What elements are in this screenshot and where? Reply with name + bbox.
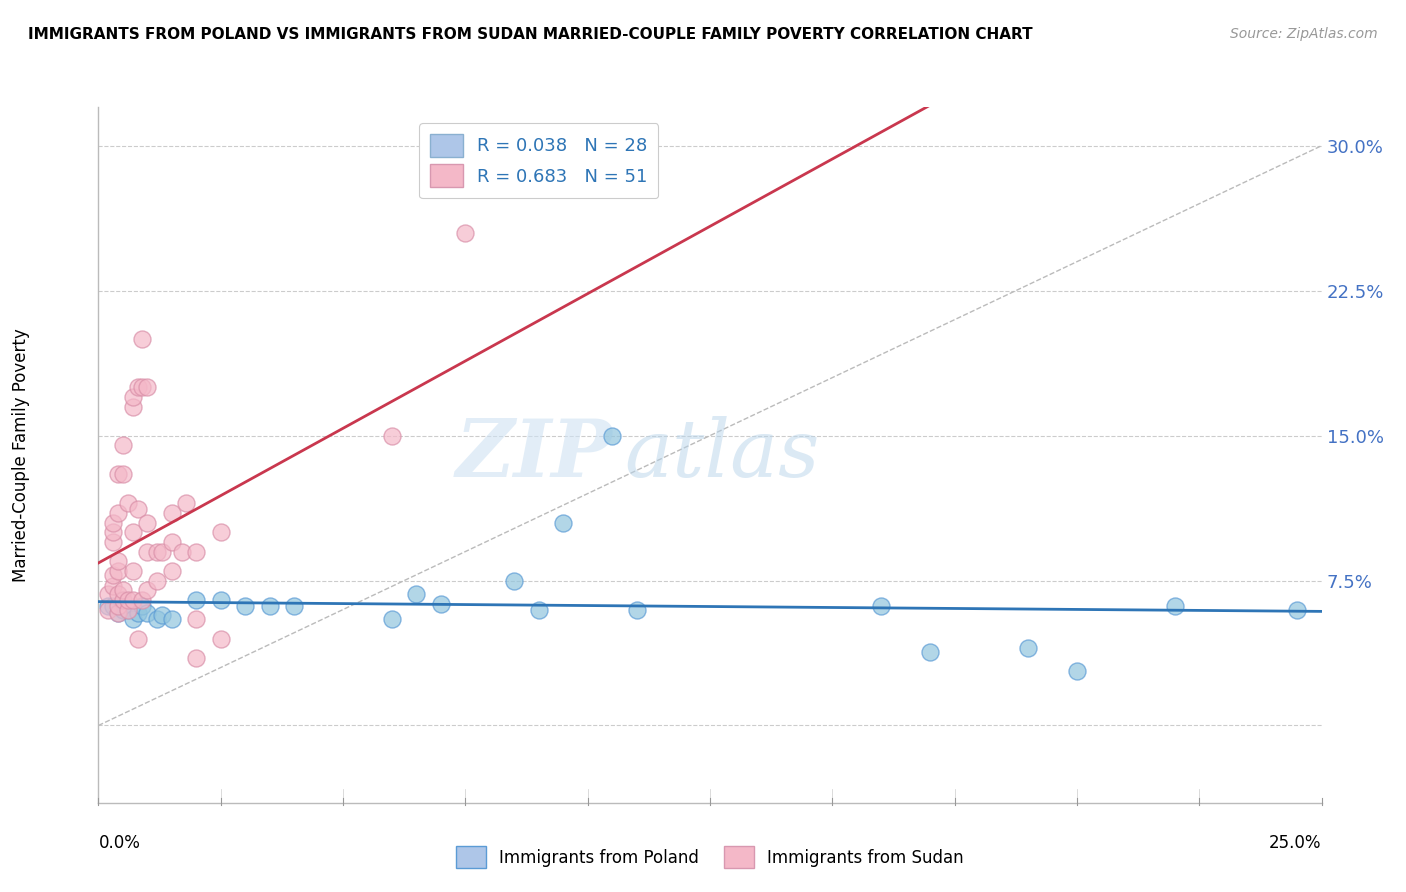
- Point: [136, 544, 159, 558]
- Point: [107, 564, 129, 578]
- Point: [146, 574, 169, 588]
- Point: [107, 554, 129, 568]
- Point: [503, 574, 526, 588]
- Text: Source: ZipAtlas.com: Source: ZipAtlas.com: [1230, 27, 1378, 41]
- Point: [121, 390, 143, 404]
- Point: [117, 592, 139, 607]
- Point: [111, 467, 134, 482]
- Point: [117, 602, 139, 616]
- Text: 25.0%: 25.0%: [1270, 834, 1322, 852]
- Point: [160, 534, 183, 549]
- Point: [626, 602, 648, 616]
- Point: [136, 516, 159, 530]
- Point: [209, 525, 232, 540]
- Point: [101, 516, 124, 530]
- Legend: Immigrants from Poland, Immigrants from Sudan: Immigrants from Poland, Immigrants from …: [450, 839, 970, 874]
- Point: [101, 534, 124, 549]
- Point: [101, 567, 124, 582]
- Point: [121, 400, 143, 414]
- Point: [186, 544, 208, 558]
- Text: ZIP: ZIP: [456, 417, 612, 493]
- Point: [101, 599, 124, 613]
- Point: [233, 599, 256, 613]
- Point: [101, 579, 124, 593]
- Point: [117, 602, 139, 616]
- Point: [131, 332, 153, 346]
- Point: [1286, 602, 1309, 616]
- Point: [111, 438, 134, 452]
- Point: [405, 587, 427, 601]
- Point: [127, 607, 149, 621]
- Point: [107, 607, 129, 621]
- Point: [209, 592, 232, 607]
- Point: [101, 525, 124, 540]
- Point: [127, 632, 149, 646]
- Point: [121, 525, 143, 540]
- Point: [160, 506, 183, 520]
- Point: [121, 592, 143, 607]
- Point: [160, 564, 183, 578]
- Point: [97, 587, 120, 601]
- Point: [381, 612, 404, 626]
- Point: [127, 380, 149, 394]
- Point: [146, 544, 169, 558]
- Point: [454, 226, 477, 240]
- Point: [170, 544, 193, 558]
- Point: [117, 496, 139, 510]
- Point: [107, 587, 129, 601]
- Point: [107, 506, 129, 520]
- Text: IMMIGRANTS FROM POLAND VS IMMIGRANTS FROM SUDAN MARRIED-COUPLE FAMILY POVERTY CO: IMMIGRANTS FROM POLAND VS IMMIGRANTS FRO…: [28, 27, 1033, 42]
- Point: [186, 592, 208, 607]
- Point: [150, 608, 173, 623]
- Point: [209, 632, 232, 646]
- Point: [131, 380, 153, 394]
- Text: atlas: atlas: [624, 417, 820, 493]
- Point: [107, 607, 129, 621]
- Point: [111, 583, 134, 598]
- Point: [160, 612, 183, 626]
- Point: [259, 599, 281, 613]
- Point: [283, 599, 305, 613]
- Point: [97, 599, 120, 613]
- Point: [186, 651, 208, 665]
- Point: [107, 599, 129, 613]
- Point: [600, 428, 623, 442]
- Text: 0.0%: 0.0%: [98, 834, 141, 852]
- Point: [111, 602, 134, 616]
- Point: [136, 607, 159, 621]
- Point: [131, 599, 153, 613]
- Point: [136, 583, 159, 598]
- Point: [146, 612, 169, 626]
- Text: Married-Couple Family Poverty: Married-Couple Family Poverty: [13, 328, 30, 582]
- Point: [381, 428, 404, 442]
- Point: [1017, 641, 1039, 656]
- Point: [131, 592, 153, 607]
- Point: [920, 645, 942, 659]
- Point: [186, 612, 208, 626]
- Point: [136, 380, 159, 394]
- Point: [527, 602, 550, 616]
- Point: [121, 612, 143, 626]
- Point: [97, 602, 120, 616]
- Point: [176, 496, 198, 510]
- Point: [121, 564, 143, 578]
- Point: [127, 502, 149, 516]
- Point: [430, 597, 453, 611]
- Point: [870, 599, 893, 613]
- Point: [1164, 599, 1187, 613]
- Point: [1066, 665, 1088, 679]
- Point: [553, 516, 575, 530]
- Point: [150, 544, 173, 558]
- Point: [111, 592, 134, 607]
- Point: [107, 467, 129, 482]
